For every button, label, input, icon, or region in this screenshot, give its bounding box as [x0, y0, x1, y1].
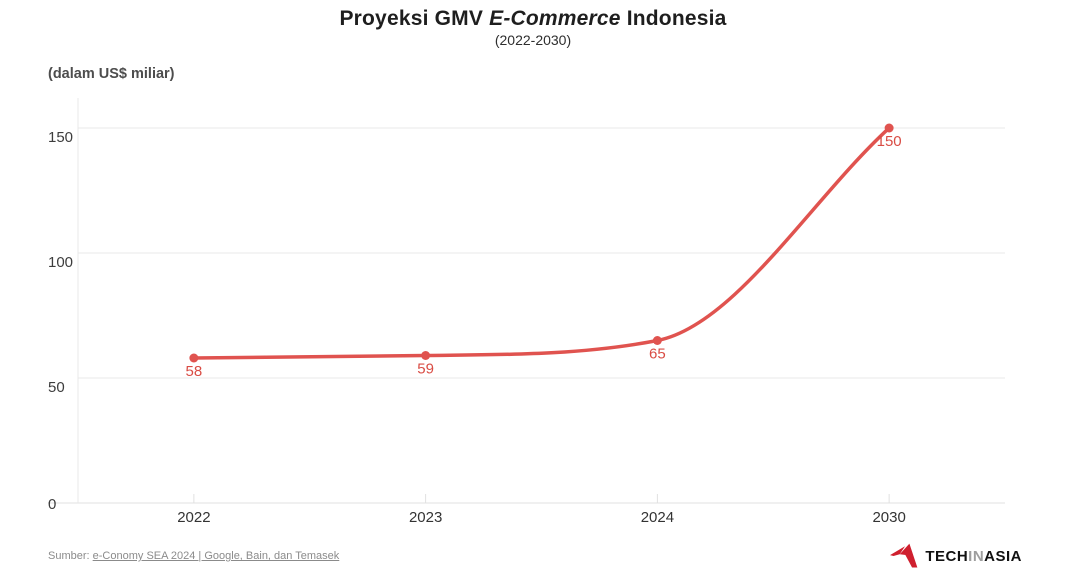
series-line [192, 126, 891, 360]
data-point-label: 58 [186, 363, 203, 380]
data-point-label: 150 [877, 133, 902, 150]
x-tick-label: 2030 [872, 509, 905, 526]
y-tick-label: 150 [48, 129, 73, 146]
source-link[interactable]: e-Conomy SEA 2024 | Google, Bain, dan Te… [92, 550, 340, 562]
data-point-label: 65 [649, 346, 666, 363]
techinasia-logo-text: TECHINASIA [925, 548, 1022, 565]
chart-subtitle: (2022-2030) [494, 32, 572, 48]
data-point-label: 59 [417, 361, 434, 378]
logo-text-asia: ASIA [984, 547, 1022, 565]
chart-title-suffix: Indonesia [620, 7, 727, 30]
logo-text-tech: TECH [925, 547, 969, 565]
chart-title-italic: E-Commerce [489, 7, 621, 30]
techinasia-logo-icon [890, 543, 918, 568]
chart-title: Proyeksi GMV E-Commerce Indonesia [0, 7, 1066, 31]
y-tick-label: 50 [48, 379, 65, 396]
data-point-2023[interactable] [421, 351, 431, 360]
techinasia-logo: TECHINASIA [890, 543, 1022, 569]
data-point-2030[interactable] [884, 123, 894, 133]
logo-text-in: IN [968, 547, 985, 565]
source-note: Sumber: e-Conomy SEA 2024 | Google, Bain… [48, 550, 339, 562]
source-prefix: Sumber: [48, 550, 93, 562]
y-tick-label: 0 [48, 496, 56, 513]
y-tick-label: 100 [48, 254, 73, 271]
x-tick-label: 2022 [177, 509, 210, 526]
x-tick-label: 2024 [641, 509, 674, 526]
data-point-2024[interactable] [652, 336, 662, 345]
x-tick-label: 2023 [409, 509, 442, 526]
chart-title-prefix: Proyeksi GMV [339, 7, 490, 30]
data-point-2022[interactable] [189, 353, 199, 363]
y-axis-units-label: (dalam US$ miliar) [48, 66, 175, 82]
